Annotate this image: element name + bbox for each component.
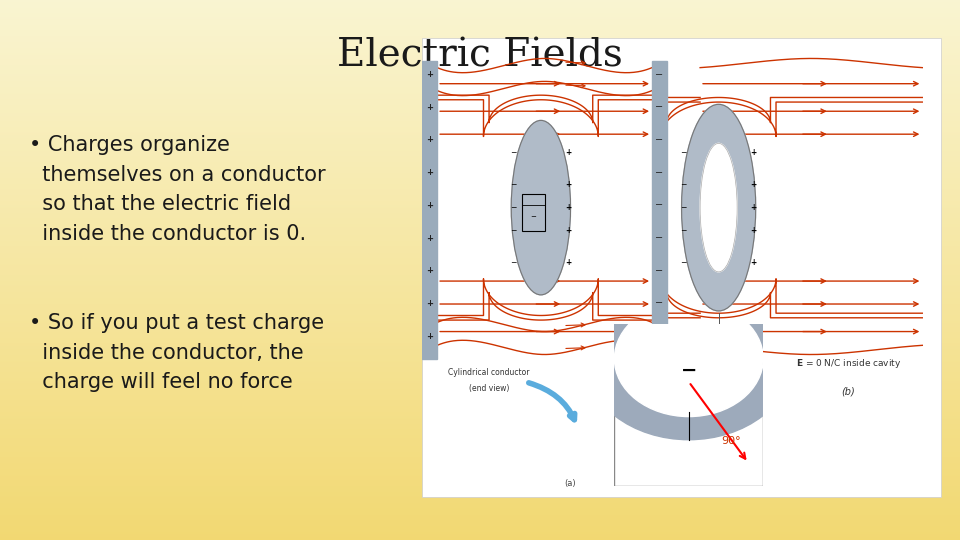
- Text: (b): (b): [841, 386, 855, 396]
- Text: +: +: [426, 103, 433, 112]
- Text: +: +: [565, 180, 572, 189]
- Text: +: +: [565, 226, 572, 235]
- Text: +: +: [426, 70, 433, 79]
- Text: +: +: [565, 203, 572, 212]
- Text: • So if you put a test charge
  inside the conductor, the
  charge will feel no : • So if you put a test charge inside the…: [29, 313, 324, 393]
- Text: $\mathbf{E}$ = 0 N/C inside cavity: $\mathbf{E}$ = 0 N/C inside cavity: [796, 357, 900, 370]
- Text: +: +: [426, 332, 433, 341]
- Bar: [522, 194, 544, 231]
- Text: −: −: [681, 361, 697, 380]
- Bar: [422, 60, 437, 359]
- Text: −: −: [681, 148, 686, 157]
- Text: −: −: [681, 203, 686, 212]
- Text: +: +: [426, 266, 433, 275]
- Text: −: −: [681, 258, 686, 267]
- Text: +: +: [751, 148, 756, 157]
- Text: −: −: [656, 135, 663, 145]
- Circle shape: [614, 301, 763, 416]
- Text: −: −: [510, 148, 516, 157]
- Text: (end view): (end view): [468, 384, 509, 394]
- Text: −: −: [510, 258, 516, 267]
- Text: +: +: [565, 148, 572, 157]
- Text: −: −: [510, 203, 516, 212]
- Bar: [652, 60, 667, 359]
- Text: • Charges organize
  themselves on a conductor
  so that the electric field
  in: • Charges organize themselves on a condu…: [29, 135, 325, 244]
- Text: −: −: [656, 102, 663, 112]
- Text: −: −: [656, 167, 663, 178]
- Text: Electric Fields: Electric Fields: [337, 38, 623, 75]
- Text: +: +: [751, 258, 756, 267]
- Text: −: −: [656, 331, 663, 341]
- Text: +: +: [426, 233, 433, 242]
- Text: +: +: [426, 201, 433, 210]
- Text: −: −: [510, 180, 516, 189]
- Text: −: −: [656, 266, 663, 276]
- Ellipse shape: [682, 104, 756, 311]
- Text: −: −: [531, 214, 537, 220]
- Text: +: +: [751, 226, 756, 235]
- Bar: [422, 38, 941, 497]
- Text: +: +: [751, 203, 756, 212]
- Ellipse shape: [700, 143, 737, 272]
- Text: −: −: [681, 180, 686, 189]
- Text: −: −: [681, 226, 686, 235]
- Ellipse shape: [512, 120, 570, 295]
- Text: −: −: [656, 233, 663, 243]
- Text: −: −: [656, 70, 663, 79]
- Text: +: +: [426, 299, 433, 308]
- Text: Cylindrical conductor: Cylindrical conductor: [448, 368, 530, 377]
- Text: +: +: [565, 258, 572, 267]
- Text: +: +: [751, 180, 756, 189]
- Text: −: −: [656, 200, 663, 211]
- Text: −: −: [510, 226, 516, 235]
- Text: −: −: [656, 299, 663, 308]
- Text: +: +: [426, 136, 433, 144]
- Circle shape: [585, 278, 793, 440]
- Text: (a): (a): [564, 478, 576, 488]
- Text: +: +: [426, 168, 433, 177]
- Text: 90°: 90°: [722, 436, 741, 447]
